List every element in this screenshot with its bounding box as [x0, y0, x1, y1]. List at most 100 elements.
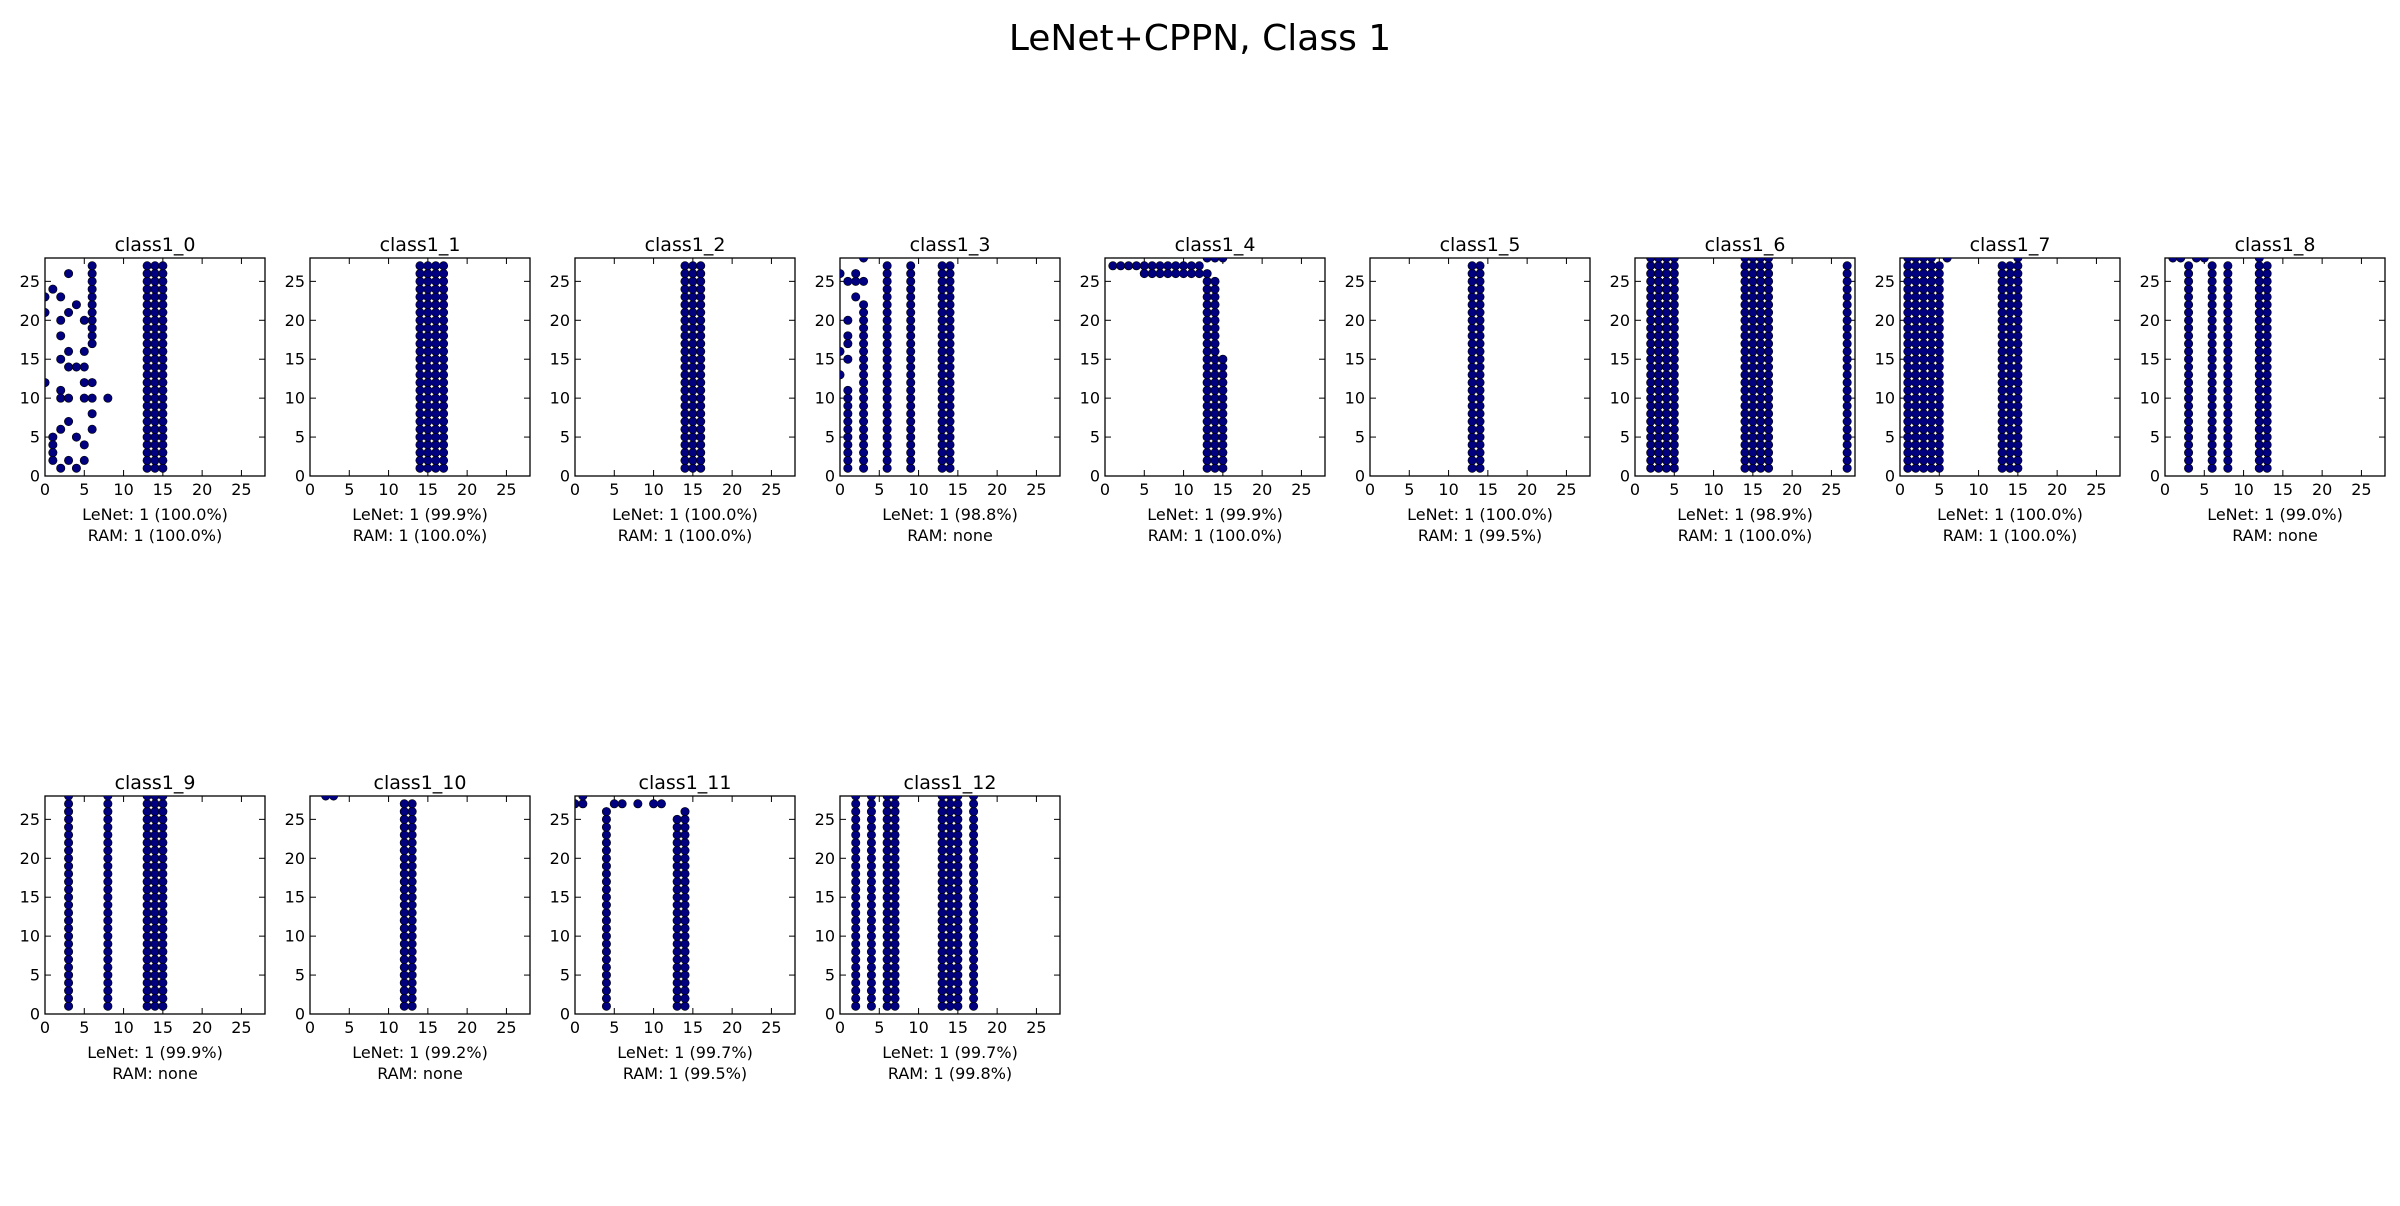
data-point — [87, 269, 97, 279]
data-point — [945, 993, 955, 1003]
y-tick-label: 0 — [1355, 467, 1365, 486]
lenet-prediction: LeNet: 1 (100.0%) — [82, 505, 228, 524]
y-tick-label: 5 — [560, 428, 570, 447]
data-point — [407, 931, 417, 941]
data-point — [866, 923, 876, 933]
data-point — [2223, 401, 2233, 411]
data-point — [1748, 339, 1758, 349]
data-point — [2184, 416, 2194, 426]
data-point — [672, 877, 682, 887]
data-point — [2223, 378, 2233, 388]
data-point — [2223, 409, 2233, 419]
data-point — [150, 1001, 160, 1011]
data-point — [1934, 432, 1944, 442]
data-point — [415, 401, 425, 411]
data-point — [2207, 269, 2217, 279]
data-point — [953, 970, 963, 980]
data-point — [1919, 378, 1929, 388]
data-point — [2262, 300, 2272, 310]
data-point — [103, 838, 113, 848]
data-point — [945, 385, 955, 395]
data-point — [1911, 440, 1921, 450]
data-point — [680, 370, 690, 380]
data-point — [87, 393, 97, 403]
data-point — [1669, 258, 1679, 263]
data-point — [1218, 416, 1228, 426]
data-point — [158, 970, 168, 980]
data-point — [953, 993, 963, 1003]
data-point — [142, 269, 152, 279]
data-point — [1903, 269, 1913, 279]
data-point — [1654, 455, 1664, 465]
data-point — [1646, 339, 1656, 349]
data-point — [79, 378, 89, 388]
data-point — [399, 884, 409, 894]
data-point — [1934, 416, 1944, 426]
data-point — [415, 323, 425, 333]
data-point — [680, 807, 690, 817]
data-point — [1934, 354, 1944, 364]
data-point — [1911, 455, 1921, 465]
data-point — [1654, 300, 1664, 310]
data-point — [1740, 385, 1750, 395]
data-point — [1210, 409, 1220, 419]
data-point — [601, 1001, 611, 1011]
data-point — [142, 284, 152, 294]
data-point — [407, 970, 417, 980]
data-point — [859, 401, 869, 411]
data-point — [103, 993, 113, 1003]
data-point — [1926, 424, 1936, 434]
data-point — [2184, 261, 2194, 271]
x-tick-label: 15 — [153, 1018, 173, 1037]
data-point — [882, 796, 892, 801]
data-point — [1756, 385, 1766, 395]
data-point — [415, 440, 425, 450]
data-point — [1669, 378, 1679, 388]
x-tick-label: 15 — [683, 480, 703, 499]
data-point — [1467, 362, 1477, 372]
data-point — [688, 455, 698, 465]
data-point — [142, 962, 152, 972]
subplot-title: class1_10 — [374, 772, 467, 794]
data-point — [882, 307, 892, 317]
data-point — [866, 908, 876, 918]
data-point — [2223, 440, 2233, 450]
data-point — [64, 845, 74, 855]
data-point — [1475, 339, 1485, 349]
data-point — [103, 954, 113, 964]
y-tick-label: 20 — [285, 311, 305, 330]
data-point — [1475, 276, 1485, 286]
data-point — [696, 393, 706, 403]
data-point — [1654, 463, 1664, 473]
data-point — [1210, 307, 1220, 317]
data-point — [87, 315, 97, 325]
data-point — [688, 331, 698, 341]
data-point — [937, 276, 947, 286]
data-point — [1740, 370, 1750, 380]
data-point — [906, 261, 916, 271]
data-point — [431, 448, 441, 458]
data-point — [399, 916, 409, 926]
data-point — [680, 908, 690, 918]
data-point — [890, 939, 900, 949]
data-point — [1669, 292, 1679, 302]
lenet-prediction: LeNet: 1 (99.9%) — [352, 505, 488, 524]
data-point — [680, 455, 690, 465]
data-point — [158, 838, 168, 848]
y-tick-label: 5 — [1885, 428, 1895, 447]
data-point — [1467, 315, 1477, 325]
data-point — [2207, 440, 2217, 450]
data-point — [1646, 401, 1656, 411]
ram-prediction: RAM: none — [907, 526, 993, 545]
y-tick-label: 20 — [1875, 311, 1895, 330]
x-tick-label: 15 — [153, 480, 173, 499]
data-point — [866, 884, 876, 894]
data-point — [439, 432, 449, 442]
data-point — [843, 331, 853, 341]
data-point — [882, 284, 892, 294]
data-point — [1202, 292, 1212, 302]
data-point — [937, 416, 947, 426]
data-point — [64, 869, 74, 879]
data-point — [953, 830, 963, 840]
